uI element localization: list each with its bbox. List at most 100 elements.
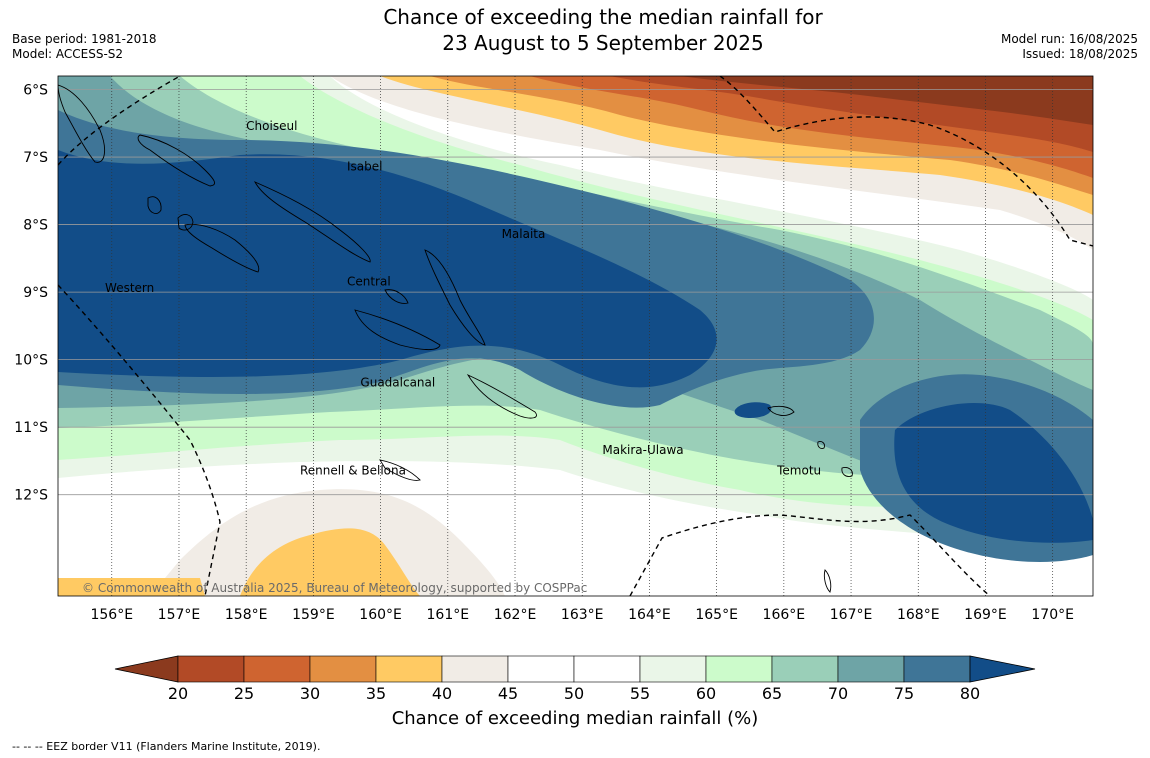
colorbar-tick-label: 70 (828, 684, 848, 700)
colorbar-tick-label: 75 (894, 684, 914, 700)
issued-text: Issued: 18/08/2025 (1022, 47, 1138, 61)
vanikoro-coast (841, 467, 853, 477)
latitude-labels: 6°S 7°S 8°S 9°S 10°S 11°S 12°S (14, 83, 48, 504)
map-frame (57, 75, 1094, 597)
province-label: Rennell & Bellona (300, 463, 406, 477)
santa-cruz-coast (767, 405, 795, 416)
colorbar-segment (903, 655, 971, 683)
colorbar-segment (243, 655, 311, 683)
longitude-label: 162°E (494, 607, 537, 623)
colorbar-tick-label: 20 (168, 684, 188, 700)
longitude-label: 160°E (359, 607, 402, 623)
latitude-label: 12°S (14, 488, 48, 504)
eez-north (58, 76, 181, 166)
kolombangara-coast (177, 214, 194, 231)
colorbar-segment (573, 655, 641, 683)
longitude-label: 168°E (897, 607, 940, 623)
eez-southwest (58, 284, 221, 596)
longitude-label: 157°E (158, 607, 201, 623)
vanuatu-coast (823, 569, 832, 593)
latitude-label: 9°S (23, 285, 48, 301)
longitude-label: 156°E (90, 607, 133, 623)
province-label: Western (105, 281, 154, 295)
gridlines (58, 76, 1093, 596)
latitude-label: 6°S (23, 83, 48, 99)
colorbar-tick-label: 65 (762, 684, 782, 700)
tinakula-coast (817, 441, 825, 449)
colorbar: 20 25 30 35 40 45 50 55 60 65 70 75 80 (114, 655, 1036, 700)
makira-coast (466, 373, 537, 419)
band-gt80-main (58, 150, 717, 388)
longitude-label: 158°E (225, 607, 268, 623)
eez-borders (58, 76, 1093, 596)
map-title: Chance of exceeding the median rainfall … (0, 4, 1150, 56)
new-georgia-coast (184, 223, 260, 273)
latitude-label: 8°S (23, 218, 48, 234)
colorbar-tick-label: 60 (696, 684, 716, 700)
bougainville-coast (58, 84, 106, 163)
colorbar-segment (177, 655, 245, 683)
colorbar-segment (375, 655, 443, 683)
malaita-coast (424, 249, 486, 346)
colorbar-segment (837, 655, 905, 683)
south-west-band-35-40 (58, 578, 205, 596)
province-label: Central (347, 274, 391, 288)
longitude-label: 170°E (1031, 607, 1074, 623)
florida-islands-coast (384, 289, 409, 304)
eez-southeast (629, 514, 991, 596)
model-name-text: Model: ACCESS-S2 (12, 47, 124, 61)
longitude-label: 159°E (292, 607, 335, 623)
title-line-1: Chance of exceeding the median rainfall … (383, 5, 823, 29)
longitude-label: 161°E (427, 607, 470, 623)
south-band-35-40 (240, 528, 420, 596)
province-label: Malaita (502, 227, 546, 241)
colorbar-segment (639, 655, 707, 683)
colorbar-segment (705, 655, 773, 683)
east-small-gt80 (734, 402, 772, 418)
province-label: Isabel (347, 160, 382, 174)
isabel-coast (253, 181, 371, 263)
longitude-label: 169°E (964, 607, 1007, 623)
province-label: Choiseul (246, 119, 297, 133)
latitude-label: 10°S (14, 353, 48, 369)
longitude-label: 166°E (763, 607, 806, 623)
colorbar-tick-label: 55 (630, 684, 650, 700)
longitude-labels: 156°E 157°E 158°E 159°E 160°E 161°E 162°E 163°E… (90, 607, 1073, 623)
colorbar-segment (507, 655, 575, 683)
colorbar-low-extension (114, 655, 179, 683)
base-period-text: Base period: 1981-2018 (12, 32, 157, 46)
province-label: Makira-Ulawa (602, 443, 683, 457)
vella-coast (147, 196, 162, 214)
eez-footnote: -- -- -- EEZ border V11 (Flanders Marine… (12, 740, 321, 753)
model-info: Base period: 1981-2018 Model: ACCESS-S2 (12, 32, 157, 62)
probability-field (58, 76, 1093, 596)
rennell-coast (379, 459, 421, 481)
province-label: Temotu (776, 463, 821, 477)
latitude-label: 11°S (14, 420, 48, 436)
copyright-notice: © Commonwealth of Australia 2025, Bureau… (82, 581, 587, 595)
colorbar-tick-label: 35 (366, 684, 386, 700)
colorbar-segment (309, 655, 377, 683)
eez-northeast (719, 76, 1093, 247)
longitude-label: 167°E (830, 607, 873, 623)
colorbar-segment (771, 655, 839, 683)
colorbar-tick-label: 40 (432, 684, 452, 700)
colorbar-title: Chance of exceeding median rainfall (%) (391, 708, 759, 729)
province-label: Guadalcanal (360, 376, 435, 390)
colorbar-tick-label: 25 (234, 684, 254, 700)
colorbar-tick-label: 80 (960, 684, 980, 700)
colorbar-high-extension (969, 655, 1036, 683)
title-line-2: 23 August to 5 September 2025 (442, 31, 764, 55)
longitude-label: 163°E (561, 607, 604, 623)
model-run-text: Model run: 16/08/2025 (1000, 32, 1138, 46)
band-lt20 (680, 76, 1093, 125)
choiseul-coast (137, 134, 216, 187)
coastlines (58, 84, 853, 593)
colorbar-tick-label: 30 (300, 684, 320, 700)
colorbar-tick-label: 45 (498, 684, 518, 700)
guadalcanal-coast (354, 309, 441, 350)
colorbar-tick-label: 50 (564, 684, 584, 700)
run-info: Model run: 16/08/2025 Issued: 18/08/2025 (1001, 32, 1138, 62)
colorbar-segment (441, 655, 509, 683)
longitude-label: 164°E (628, 607, 671, 623)
